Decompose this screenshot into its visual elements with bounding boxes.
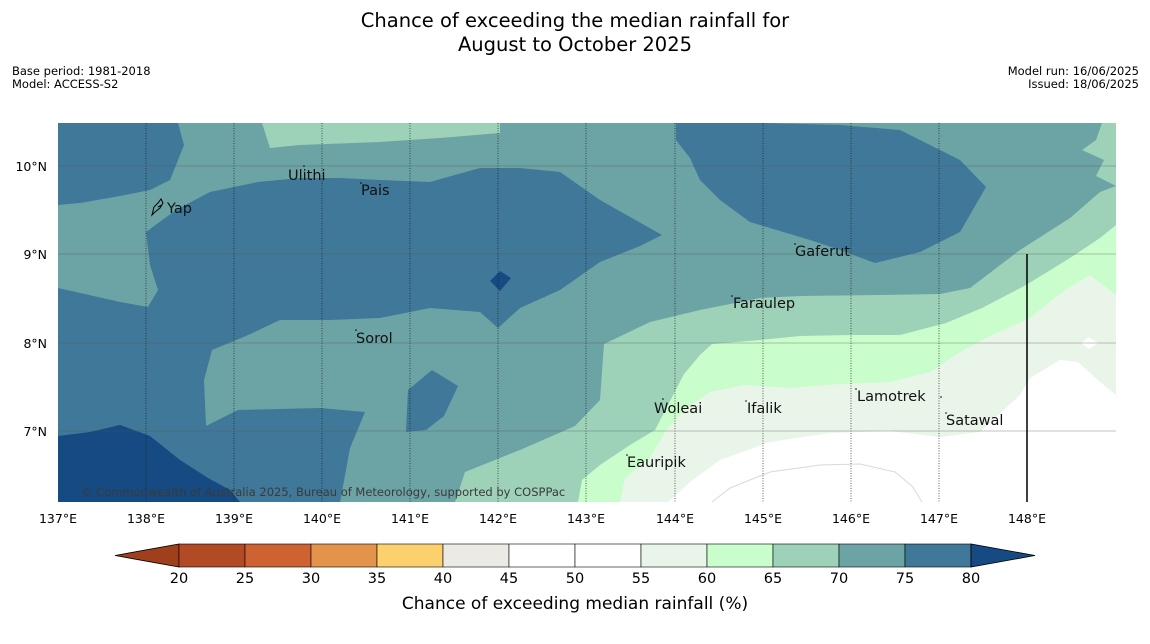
zone-80-plus-central [490, 271, 511, 291]
model-run-text: Model run: 16/06/2025 [1007, 64, 1139, 78]
colorbar-segment [376, 543, 444, 568]
x-tick-146: 146°E [832, 511, 870, 526]
x-tick-148: 148°E [1008, 511, 1046, 526]
colorbar-tick-label: 35 [368, 571, 386, 587]
zone-75-80-northwest [58, 123, 184, 205]
x-tick-140: 140°E [303, 511, 341, 526]
colorbar-tick-label: 70 [830, 571, 848, 587]
place-label-sorol: Sorol [356, 331, 393, 347]
colorbar-segment [574, 543, 642, 568]
map-title-line-2: August to October 2025 [457, 33, 693, 56]
zone-80-plus-southwest [58, 425, 240, 502]
place-label-faraulep: Faraulep [733, 296, 795, 312]
colorbar-segment [838, 543, 906, 568]
y-tick-8n: 8°N [23, 336, 47, 351]
colorbar-tick-label: 50 [566, 571, 584, 587]
zone-75-80-central [58, 168, 662, 502]
x-tick-145: 145°E [744, 511, 782, 526]
zone-75-80-patch [406, 370, 458, 432]
place-label-gaferut: Gaferut [795, 244, 850, 260]
colorbar-segment [442, 543, 510, 568]
zone-75-80-east [676, 123, 986, 263]
colorbar-tick-label: 80 [962, 571, 980, 587]
colorbar-segment [772, 543, 840, 568]
colorbar-segment [640, 543, 708, 568]
x-tick-144: 144°E [656, 511, 694, 526]
map-title: Chance of exceeding the median rainfall … [0, 9, 1150, 57]
colorbar-segment [904, 543, 972, 568]
x-tick-137: 137°E [39, 511, 77, 526]
zone-65-70-northeast [1082, 123, 1116, 186]
colorbar-segment [244, 543, 312, 568]
graticule [145, 123, 940, 502]
x-tick-139: 139°E [215, 511, 253, 526]
place-label-yap: Yap [166, 201, 192, 217]
place-label-pais: Pais [361, 183, 390, 199]
island-markers [303, 165, 947, 456]
colorbar-low-extension [114, 543, 180, 568]
colorbar [114, 543, 1036, 568]
yap-island-icon [151, 198, 164, 217]
map-title-line-1: Chance of exceeding the median rainfall … [360, 9, 790, 32]
model-name-text: Model: ACCESS-S2 [12, 77, 119, 91]
map-plot-area: Ulithi Pais Yap Gaferut Faraulep Sorol L… [58, 123, 1116, 502]
copyright-notice: © Commonwealth of Australia 2025, Bureau… [81, 485, 565, 499]
issued-date-text: Issued: 18/06/2025 [1028, 77, 1139, 91]
x-axis-ticks: 137°E 138°E 139°E 140°E 141°E 142°E 143°… [39, 511, 1046, 526]
x-tick-138: 138°E [127, 511, 165, 526]
colorbar-tick-label: 60 [698, 571, 716, 587]
colorbar-tick-label: 45 [500, 571, 518, 587]
colorbar-high-extension [970, 543, 1036, 568]
colorbar-tick-label: 40 [434, 571, 452, 587]
colorbar-tick-label: 55 [632, 571, 650, 587]
place-label-satawal: Satawal [946, 413, 1003, 429]
base-period-text: Base period: 1981-2018 [12, 64, 151, 78]
x-tick-143: 143°E [567, 511, 605, 526]
y-tick-9n: 9°N [23, 247, 47, 262]
colorbar-tick-label: 65 [764, 571, 782, 587]
place-label-ulithi: Ulithi [288, 168, 326, 184]
colorbar-segment [178, 543, 246, 568]
colorbar-ticks: 20 25 30 35 40 45 50 55 60 65 70 75 80 [170, 571, 980, 587]
place-label-lamotrek: Lamotrek [857, 389, 926, 405]
place-label-woleai: Woleai [654, 401, 702, 417]
faint-contour [711, 463, 923, 502]
zone-65-70-north [262, 123, 500, 148]
place-label-eauripik: Eauripik [627, 455, 686, 471]
colorbar-segment [310, 543, 378, 568]
place-label-ifalik: Ifalik [747, 401, 782, 417]
zone-45-55-south [668, 360, 1116, 502]
colorbar-label: Chance of exceeding median rainfall (%) [401, 594, 749, 614]
map-info-right: Model run: 16/06/2025 Issued: 18/06/2025 [1008, 65, 1139, 91]
colorbar-tick-label: 20 [170, 571, 188, 587]
y-axis-ticks: 10°N 9°N 8°N 7°N [15, 159, 47, 439]
x-tick-142: 142°E [479, 511, 517, 526]
colorbar-tick-label: 75 [896, 571, 914, 587]
latitude-lines [58, 165, 1116, 432]
map-info-left: Base period: 1981-2018 Model: ACCESS-S2 [12, 65, 151, 91]
colorbar-segment [706, 543, 774, 568]
x-tick-141: 141°E [391, 511, 429, 526]
x-tick-147: 147°E [920, 511, 958, 526]
colorbar-segment [508, 543, 576, 568]
colorbar-tick-label: 30 [302, 571, 320, 587]
y-tick-7n: 7°N [23, 424, 47, 439]
y-tick-10n: 10°N [15, 159, 47, 174]
colorbar-tick-label: 25 [236, 571, 254, 587]
